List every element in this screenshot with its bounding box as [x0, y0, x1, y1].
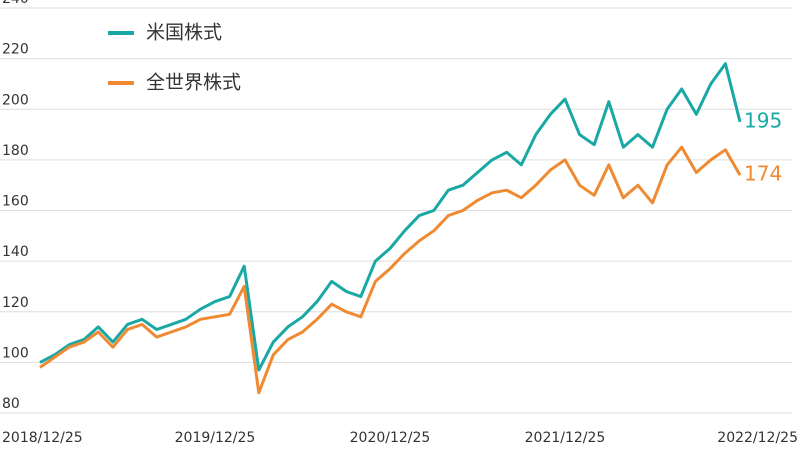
legend-label: 米国株式 — [146, 22, 222, 44]
x-tick-label: 2018/12/25 — [2, 430, 83, 446]
y-tick-label: 200 — [2, 92, 29, 108]
y-tick-label: 100 — [2, 345, 29, 361]
y-tick-label: 120 — [2, 295, 29, 311]
y-tick-label: 80 — [2, 396, 20, 412]
series-line — [39, 145, 742, 395]
x-tick-label: 2021/12/25 — [525, 430, 606, 446]
series-line — [39, 62, 742, 372]
y-tick-label: 140 — [2, 244, 29, 260]
y-tick-label: 220 — [2, 42, 29, 58]
y-tick-label: 180 — [2, 143, 29, 159]
y-tick-label: 160 — [2, 194, 29, 210]
end-label: 195 — [744, 108, 782, 132]
x-tick-label: 2020/12/25 — [350, 430, 431, 446]
x-tick-label: 2022/12/25 — [717, 430, 798, 446]
x-tick-label: 2019/12/25 — [175, 430, 256, 446]
y-tick-label: 240 — [2, 0, 29, 7]
end-label: 174 — [744, 162, 782, 186]
legend-label: 全世界株式 — [146, 72, 241, 94]
